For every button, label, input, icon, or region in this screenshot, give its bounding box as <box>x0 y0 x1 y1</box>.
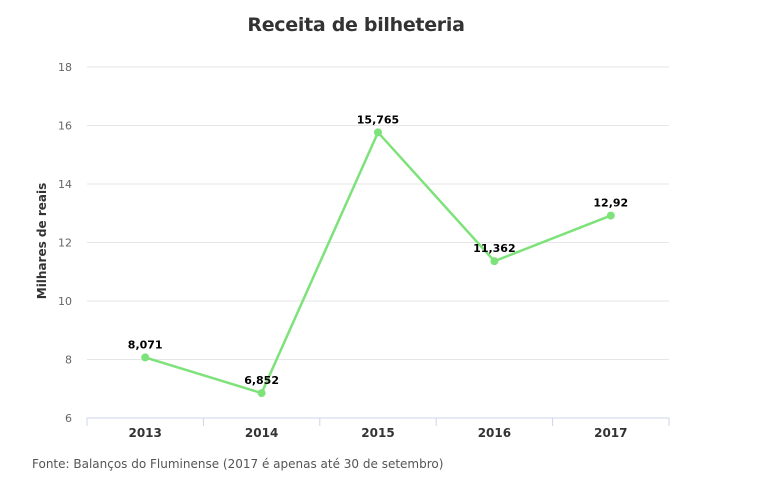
x-tick-label: 2013 <box>128 426 161 440</box>
x-tick-label: 2014 <box>245 426 278 440</box>
y-tick-label: 12 <box>58 237 72 250</box>
y-tick-label: 8 <box>65 354 72 367</box>
data-point <box>606 211 615 220</box>
data-point <box>490 257 499 266</box>
data-label: 15,765 <box>357 113 399 126</box>
y-axis-ticks: 6 8 10 12 14 16 18 <box>58 61 72 425</box>
series-line <box>144 131 612 395</box>
gridlines <box>87 66 669 360</box>
data-label: 6,852 <box>244 374 279 387</box>
series-group: 8,071 6,852 15,765 11,362 12,92 <box>128 113 628 398</box>
x-tick-label: 2016 <box>478 426 511 440</box>
chart-title: Receita de bilheteria <box>247 14 465 36</box>
data-point <box>141 353 150 362</box>
y-tick-label: 16 <box>58 120 72 133</box>
data-label: 12,92 <box>593 197 628 210</box>
y-tick-label: 10 <box>58 295 72 308</box>
data-label: 8,071 <box>128 338 163 351</box>
x-tick-label: 2015 <box>361 426 394 440</box>
x-axis: 2013 2014 2015 2016 2017 <box>86 417 670 440</box>
y-tick-label: 14 <box>58 178 72 191</box>
source-note: Fonte: Balanços do Fluminense (2017 é ap… <box>32 457 444 471</box>
x-tick-label: 2017 <box>594 426 627 440</box>
y-axis-label: Milhares de reais <box>35 183 49 300</box>
data-label: 11,362 <box>473 242 515 255</box>
data-point <box>374 128 382 137</box>
y-tick-label: 18 <box>58 61 72 74</box>
data-point <box>257 389 266 398</box>
y-tick-label: 6 <box>65 412 72 425</box>
